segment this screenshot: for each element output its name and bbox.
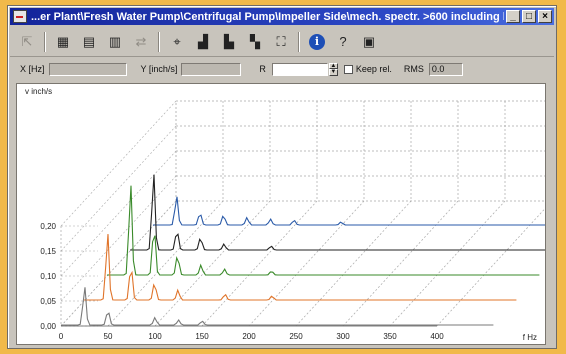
cursor-icon[interactable]: ⇱ [21, 33, 33, 49]
graph-log-icon[interactable]: ▙ [224, 33, 234, 49]
depth-grid-line [60, 150, 177, 277]
help-icon[interactable]: ? [339, 34, 347, 49]
x-tick-label: 150 [195, 332, 209, 341]
y-tick-label: 0,15 [40, 247, 56, 256]
rms-value-field: 0.0 [428, 62, 463, 76]
maximize-button[interactable]: □ [522, 10, 536, 23]
keep-rel-label: Keep rel. [355, 64, 392, 74]
x-tick-label: 50 [104, 332, 113, 341]
graph-icon[interactable]: ▟ [198, 33, 208, 49]
close-button[interactable]: × [538, 10, 552, 23]
keep-rel-checkbox[interactable] [343, 64, 353, 74]
toolbar-separator [44, 31, 46, 52]
rms-label: RMS [403, 64, 424, 74]
spin-up-button[interactable]: ▲ [328, 62, 338, 69]
toolbar-separator [158, 31, 160, 52]
r-spinner[interactable]: ▲ ▼ [328, 62, 338, 76]
y-value-field [181, 62, 242, 76]
waterfall-chart-svg: 0 50 100 150 200 250 300 350 400 0,00 0,05 0,10 0,15… [25, 87, 566, 342]
x-tick-label: 400 [430, 332, 444, 341]
info-glyph: i [309, 33, 325, 50]
y-label: Y [inch/s] [140, 64, 178, 74]
toolbar-separator [298, 31, 300, 52]
cursor-readout-bar: X [Hz] Y [inch/s] R ▲ ▼ Keep rel. RMS 0.… [10, 59, 554, 79]
x-label: X [Hz] [20, 64, 45, 74]
x-tick-label: 100 [148, 332, 162, 341]
depth-grid-line [389, 200, 506, 327]
depth-grid-line [60, 100, 177, 227]
title-bar[interactable]: ...er Plant\Fresh Water Pump\Centrifugal… [10, 8, 554, 25]
y-tick-label: 0,00 [40, 322, 56, 331]
table-icon[interactable]: ▥ [108, 33, 122, 49]
y-tick-label: 0,10 [40, 272, 56, 281]
info-icon[interactable]: i [306, 31, 328, 53]
zoom-icon[interactable]: ⛶ [276, 33, 286, 49]
y-tick-label: 0,05 [40, 297, 56, 306]
x-value-field [48, 62, 127, 76]
waterfall-plot[interactable]: 0 50 100 150 200 250 300 350 400 0,00 0,05 0,10 0,15… [16, 83, 566, 345]
depth-grid-line [60, 200, 177, 327]
app-icon[interactable] [13, 10, 27, 23]
spectrum-series-line [61, 287, 494, 326]
spectrum-series-line [107, 185, 540, 276]
graph-export-icon[interactable]: ▚ [250, 33, 260, 49]
x-tick-label: 0 [59, 332, 64, 341]
depth-grid-line [436, 200, 553, 327]
x-tick-label: 350 [383, 332, 397, 341]
r-value-input[interactable] [271, 62, 328, 76]
x-tick-label: 250 [289, 332, 303, 341]
toolbar: ⇱ ▦ ▤ ▥ ⇄ ⌖ ▟ ▙ ▚ ⛶ i? ▣ [10, 27, 554, 57]
swap-icon[interactable]: ⇄ [135, 33, 147, 49]
grid-icon[interactable]: ▦ [56, 33, 70, 49]
spin-down-button[interactable]: ▼ [328, 69, 338, 76]
x-tick-label: 300 [336, 332, 350, 341]
spectrum-series-line [84, 234, 517, 301]
depth-grid-line [154, 200, 271, 327]
depth-grid-line [107, 200, 224, 327]
record-icon[interactable]: ▤ [82, 33, 96, 49]
spectrum-series-line [130, 174, 563, 251]
x-tick-label: 200 [242, 332, 256, 341]
minimize-button[interactable]: _ [506, 10, 520, 23]
y-tick-label: 0,20 [40, 222, 56, 231]
marker-icon[interactable]: ⌖ [173, 33, 181, 49]
y-axis-title: v inch/s [25, 87, 52, 96]
r-label: R [259, 64, 266, 74]
spectrum-series-line [153, 196, 566, 226]
print-icon[interactable]: ▣ [362, 33, 376, 49]
depth-grid-line [248, 200, 365, 327]
x-axis-title: f Hz [523, 333, 537, 342]
depth-grid-line [60, 175, 177, 302]
window-title: ...er Plant\Fresh Water Pump\Centrifugal… [31, 10, 504, 23]
app-window: ...er Plant\Fresh Water Pump\Centrifugal… [7, 5, 566, 349]
depth-grid-line [60, 125, 177, 252]
depth-grid-line [342, 200, 459, 327]
depth-grid-line [201, 200, 318, 327]
depth-grid-line [295, 200, 412, 327]
